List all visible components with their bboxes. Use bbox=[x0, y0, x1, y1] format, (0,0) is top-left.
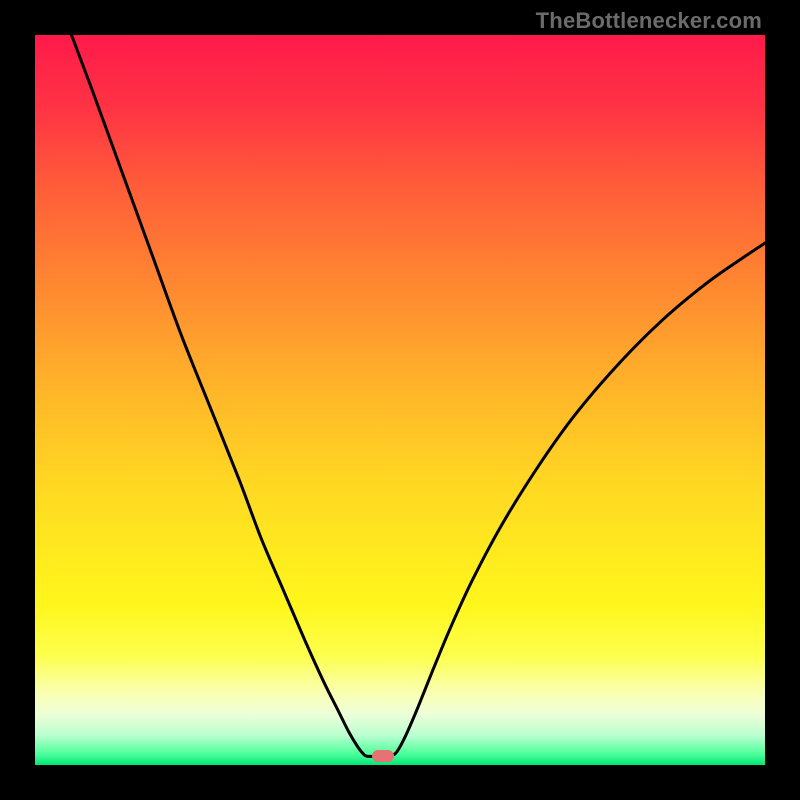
bottleneck-curve bbox=[72, 35, 766, 756]
chart-frame: TheBottlenecker.com bbox=[0, 0, 800, 800]
curve-layer bbox=[35, 35, 765, 765]
plot-area bbox=[35, 35, 765, 765]
watermark-text: TheBottlenecker.com bbox=[536, 8, 762, 34]
optimal-marker bbox=[372, 750, 394, 762]
